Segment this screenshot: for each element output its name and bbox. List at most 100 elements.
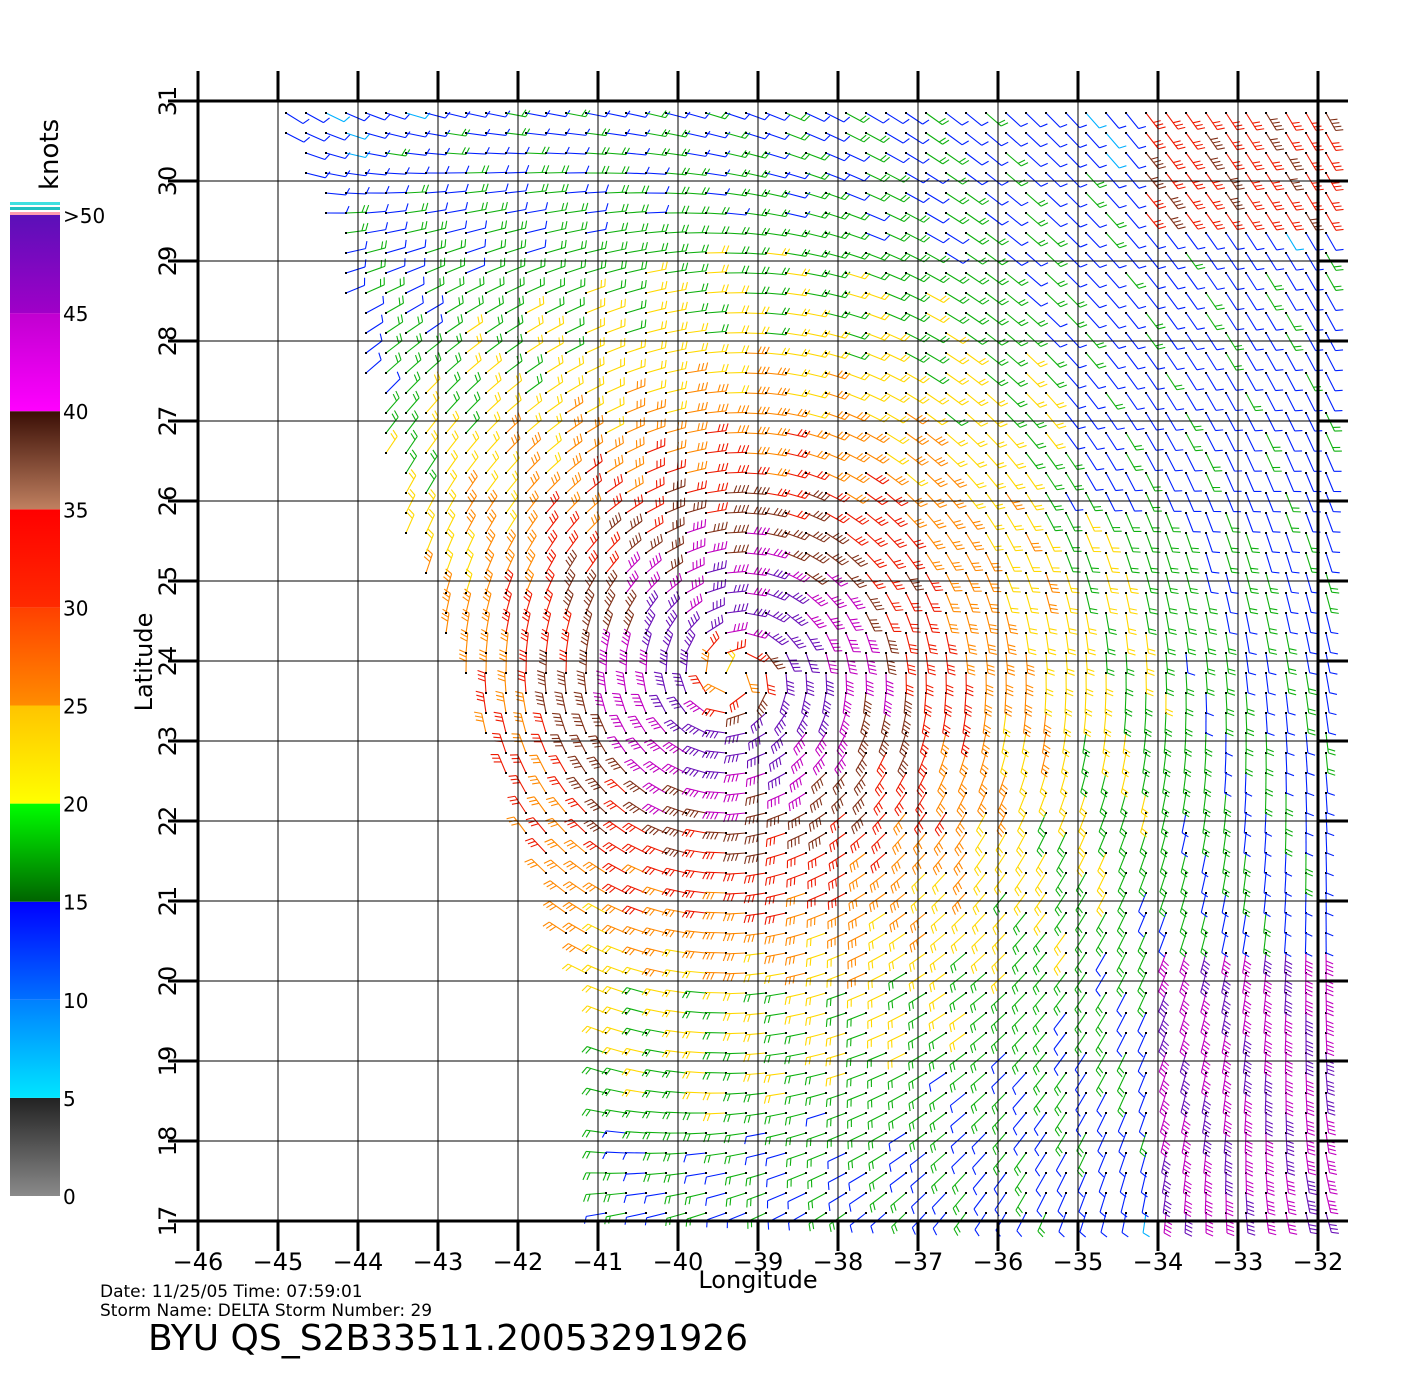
wind-barb [1285,292,1304,310]
wind-barb [888,1072,907,1090]
wind-barb [746,1172,767,1186]
wind-barb [744,1092,767,1102]
wind-barb [786,1132,807,1146]
wind-barb [445,314,463,334]
wind-barb [1105,192,1127,208]
wind-barb [868,1012,887,1029]
wind-barb [991,992,1007,1014]
wind-barb [827,1112,847,1128]
wind-barb [665,361,687,374]
wind-barb [950,1092,967,1113]
wind-barb [848,932,867,950]
wind-barb [726,1192,747,1207]
wind-barb [672,673,687,694]
wind-barb [885,552,906,568]
wind-barb [845,592,865,609]
wind-barb [744,872,767,884]
wind-barb [1265,712,1274,735]
wind-barb [1305,692,1316,715]
wind-barb [465,220,487,234]
wind-barb [528,776,547,794]
wind-barb [625,378,645,394]
wind-barb [645,457,664,474]
wind-barb [1085,212,1107,227]
wind-barb [605,260,626,274]
wind-barb [744,1032,767,1042]
wind-barb [685,264,708,274]
wind-barb [950,1072,967,1093]
wind-barb [1025,452,1046,469]
colorbar-tick-label: 0 [63,1185,76,1209]
wind-barb [932,1192,947,1215]
wind-barb [385,222,407,234]
wind-barb [1005,572,1021,592]
wind-barb [1285,672,1296,695]
wind-barb [1201,912,1208,937]
wind-barb [971,1032,987,1053]
wind-barb [1099,812,1107,837]
wind-barb [828,1152,847,1169]
wind-barb [945,612,959,633]
wind-barb [405,258,425,274]
wind-barb [631,694,647,714]
wind-barb [625,359,645,374]
y-axis-label: Latitude [130,613,158,712]
wind-barb [1045,612,1057,634]
wind-barb [1325,632,1338,654]
wind-barb [665,573,682,594]
wind-barb [1245,592,1258,614]
wind-barb [1285,732,1294,755]
wind-barb [972,1132,987,1154]
wind-barb [565,492,580,514]
wind-barb [805,490,830,500]
wind-barb [1185,432,1203,451]
wind-barb [764,1032,787,1043]
wind-barb [1205,152,1225,169]
wind-barb [1125,532,1141,552]
wind-barb [1245,432,1262,451]
wind-barb [1013,1072,1027,1095]
wind-barb [1225,492,1241,512]
wind-barb [1185,552,1199,573]
wind-barb [1005,352,1028,366]
wind-barb [1285,212,1304,230]
wind-barb [985,632,997,654]
wind-barb [465,372,481,394]
wind-barb [1165,352,1185,370]
wind-barb [645,281,667,294]
wind-barb [785,652,802,671]
wind-barb [1325,232,1344,250]
wind-barb [685,576,703,594]
wind-barb [870,872,887,893]
wind-barb [965,612,979,633]
wind-barb [568,756,587,774]
wind-barb [702,730,727,738]
wind-barb [365,296,384,314]
wind-barb [517,671,527,694]
wind-barb [1085,132,1107,148]
wind-barb [1025,552,1041,571]
wind-barb [1225,652,1236,675]
wind-barb [826,1012,847,1027]
wind-barb [365,277,384,294]
wind-barb [931,932,947,953]
wind-barb [1105,532,1121,552]
wind-barb [786,952,807,966]
wind-barb [751,712,767,734]
wind-barb [905,592,922,611]
wind-barb [1265,612,1278,634]
wind-barb [593,693,607,714]
wind-barb [905,512,927,527]
wind-barb [973,1172,987,1195]
wind-barb [1105,372,1126,389]
wind-barb [889,932,907,952]
wind-barb [910,1152,927,1173]
wind-barb [1205,552,1219,573]
wind-barb [485,392,501,414]
wind-barb [425,239,446,254]
wind-barb [626,738,647,754]
wind-barb [1033,1012,1047,1035]
wind-barb [584,1192,607,1202]
wind-barb [1165,692,1173,716]
wind-barb [725,732,747,745]
